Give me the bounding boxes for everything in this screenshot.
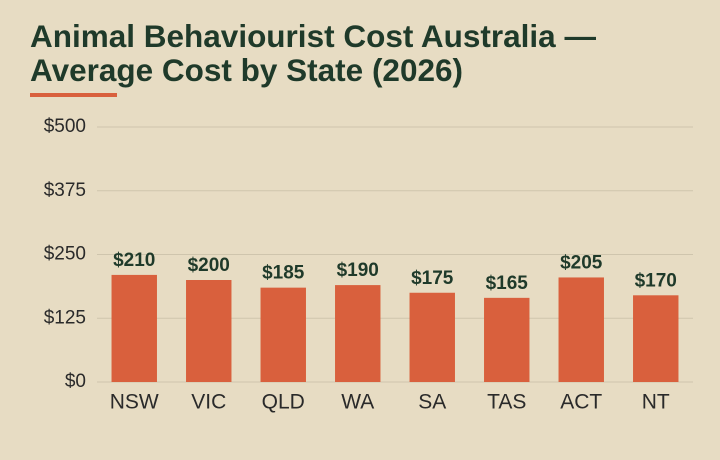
x-tick-label: QLD xyxy=(262,391,305,414)
bar xyxy=(633,295,679,382)
value-label: $165 xyxy=(486,273,529,294)
x-tick-label: WA xyxy=(341,391,374,414)
bar xyxy=(186,280,232,382)
value-label: $205 xyxy=(560,252,603,273)
x-tick-label: TAS xyxy=(487,391,526,414)
value-label: $185 xyxy=(262,263,305,284)
chart-title: Animal Behaviourist Cost Australia — Ave… xyxy=(30,18,596,88)
y-tick-label: $500 xyxy=(44,116,86,137)
value-label: $200 xyxy=(188,255,230,276)
bar xyxy=(558,277,604,382)
bar xyxy=(409,292,455,382)
y-tick-label: $125 xyxy=(44,307,86,328)
y-tick-label: $375 xyxy=(44,180,86,201)
x-tick-label: SA xyxy=(418,391,446,414)
bar xyxy=(335,285,381,382)
x-tick-label: NT xyxy=(642,391,670,414)
x-tick-label: ACT xyxy=(560,391,602,414)
x-tick-label: NSW xyxy=(110,391,159,414)
y-tick-label: $250 xyxy=(44,244,86,265)
value-label: $170 xyxy=(635,270,677,291)
bar xyxy=(484,297,530,382)
value-label: $190 xyxy=(337,260,379,281)
bar xyxy=(260,287,306,382)
value-label: $175 xyxy=(411,268,454,289)
value-label: $210 xyxy=(113,250,155,271)
x-tick-label: VIC xyxy=(191,391,226,414)
bar xyxy=(111,274,157,382)
y-tick-label: $0 xyxy=(65,371,86,392)
title-accent xyxy=(30,93,117,97)
